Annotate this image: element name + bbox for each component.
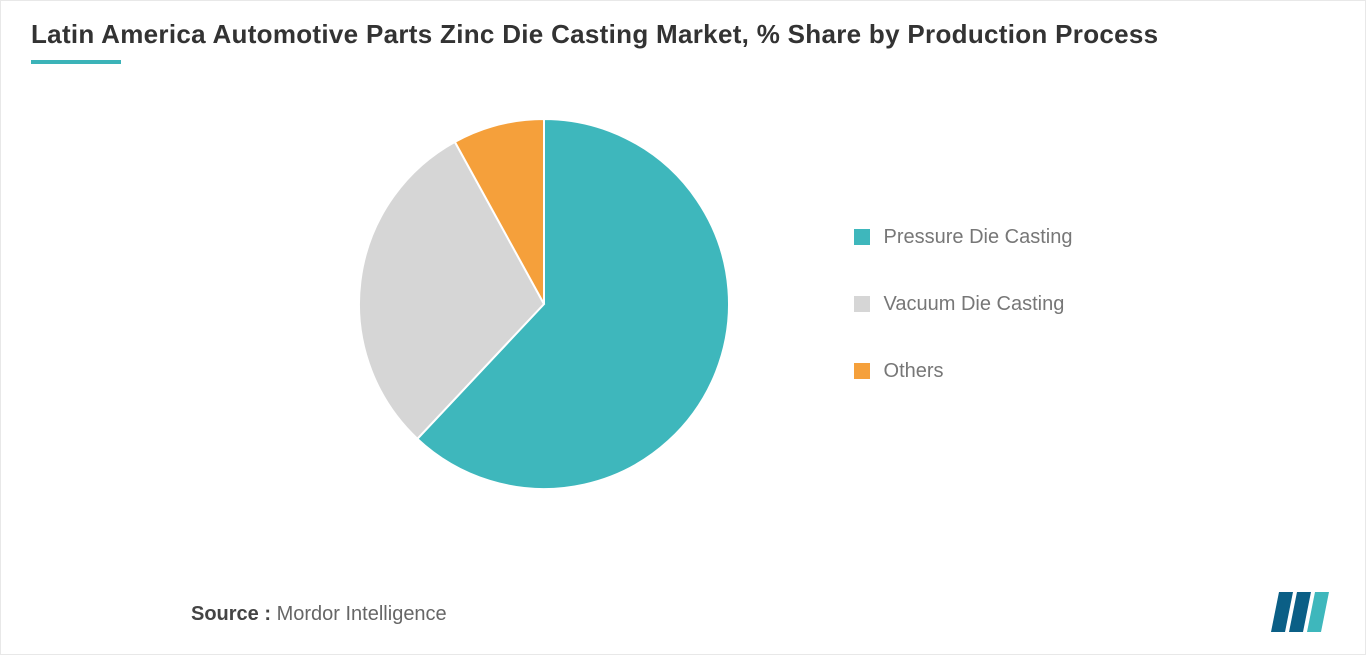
- source-value: Mordor Intelligence: [277, 603, 447, 625]
- brand-logo: [1271, 592, 1331, 632]
- legend: Pressure Die Casting Vacuum Die Casting Ot…: [854, 226, 1073, 383]
- logo-bar-1: [1289, 592, 1311, 632]
- brand-logo-svg: [1271, 592, 1331, 632]
- legend-label: Vacuum Die Casting: [884, 293, 1065, 316]
- chart-title: Latin America Automotive Parts Zinc Die …: [1, 1, 1365, 60]
- source-label: Source :: [191, 603, 271, 625]
- pie-svg: [354, 114, 734, 494]
- title-accent-underline: [31, 60, 121, 64]
- legend-item-2: Others: [854, 360, 1073, 383]
- legend-swatch: [854, 229, 870, 245]
- pie-chart: [354, 114, 734, 494]
- chart-area: Pressure Die Casting Vacuum Die Casting Ot…: [1, 84, 1365, 524]
- logo-bar-2: [1307, 592, 1329, 632]
- legend-swatch: [854, 296, 870, 312]
- chart-card: Latin America Automotive Parts Zinc Die …: [0, 0, 1366, 655]
- logo-bar-0: [1271, 592, 1293, 632]
- legend-label: Pressure Die Casting: [884, 226, 1073, 249]
- legend-swatch: [854, 363, 870, 379]
- source-attribution: Source : Mordor Intelligence: [191, 603, 447, 626]
- legend-item-1: Vacuum Die Casting: [854, 293, 1073, 316]
- legend-label: Others: [884, 360, 944, 383]
- legend-item-0: Pressure Die Casting: [854, 226, 1073, 249]
